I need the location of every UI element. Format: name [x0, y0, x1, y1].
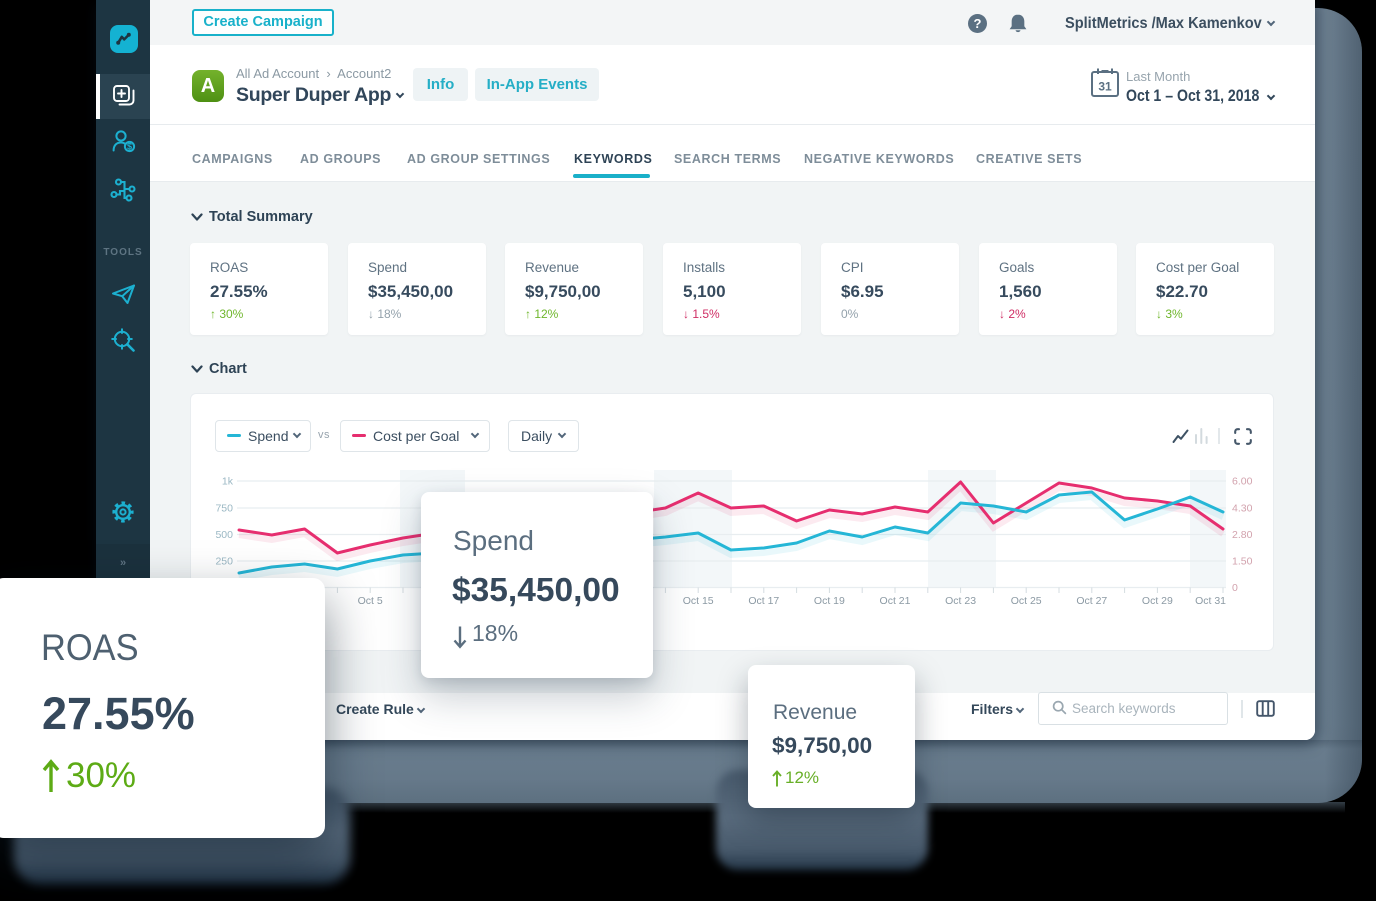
svg-text:1k: 1k — [222, 476, 234, 488]
svg-text:31: 31 — [1098, 80, 1112, 94]
svg-text:Oct 17: Oct 17 — [748, 595, 779, 607]
svg-text:Oct 19: Oct 19 — [814, 595, 845, 607]
svg-text:Oct 27: Oct 27 — [1076, 595, 1107, 607]
svg-text:Oct 5: Oct 5 — [358, 595, 383, 607]
svg-text:Oct 21: Oct 21 — [880, 595, 911, 607]
svg-text:$: $ — [127, 142, 132, 152]
svg-text:250: 250 — [215, 556, 233, 568]
svg-text:Oct 15: Oct 15 — [683, 595, 714, 607]
svg-text:Oct 23: Oct 23 — [945, 595, 976, 607]
svg-text:Oct 31: Oct 31 — [1195, 595, 1226, 607]
svg-text:4.30: 4.30 — [1232, 503, 1253, 515]
svg-text:Oct 29: Oct 29 — [1142, 595, 1173, 607]
svg-text:750: 750 — [215, 503, 233, 515]
svg-text:6.00: 6.00 — [1232, 476, 1253, 488]
svg-text:2.80: 2.80 — [1232, 529, 1253, 541]
svg-text:500: 500 — [215, 529, 233, 541]
svg-text:1.50: 1.50 — [1232, 556, 1253, 568]
svg-text:Oct 25: Oct 25 — [1011, 595, 1042, 607]
svg-text:0: 0 — [1232, 582, 1238, 594]
